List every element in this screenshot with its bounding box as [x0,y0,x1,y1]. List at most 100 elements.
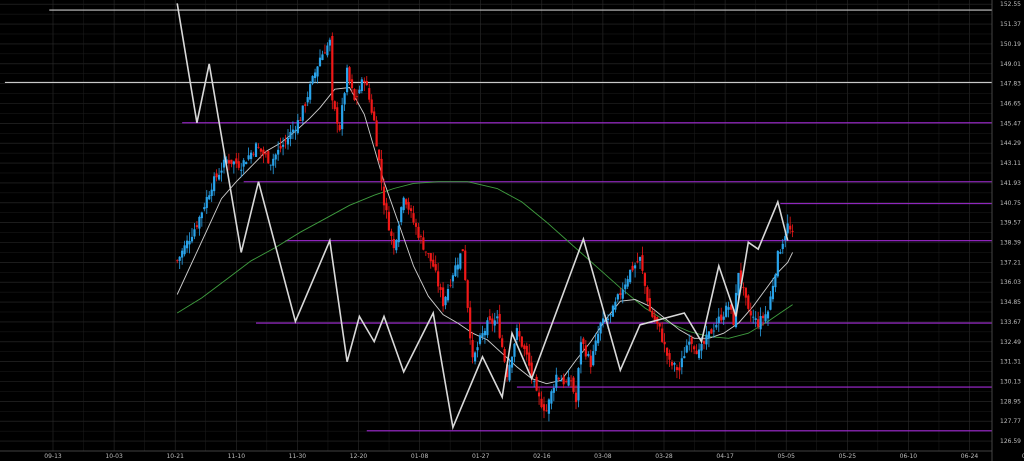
candle-body-down [252,153,255,155]
candle-body-up [764,314,767,322]
candle-body-up [326,45,329,56]
candle-body-up [188,240,191,245]
candle-body-up [769,296,772,310]
candle-body-down [279,145,282,149]
slow-moving-average-line [176,181,793,339]
candle-body-up [771,285,775,300]
candle-body-up [784,236,787,241]
candle-body-down [501,338,504,347]
candle-body-down [449,284,452,286]
candle-body-up [555,374,558,388]
y-tick-label: 130.13 [1000,378,1021,385]
candle-body-up [579,342,583,365]
candle-body-down [619,293,622,295]
candle-body-up [621,289,624,299]
candle-body-down [387,211,391,231]
candle-body-down [498,313,501,338]
candle-body-up [685,345,688,353]
candle-body-down [523,345,526,350]
candle-body-up [185,240,189,249]
candle-body-up [294,130,297,131]
candle-body-up [606,318,610,321]
candle-body-up [599,322,602,334]
zigzag-layer [176,3,789,431]
candle-body-down [230,159,233,164]
candle-body-up [296,120,299,134]
x-tick-label: 05-25 [839,453,857,460]
candle-body-down [545,410,548,412]
candle-body-down [471,340,474,358]
candle-body-up [781,243,784,250]
candle-body-down [373,111,376,121]
candle-body-down [235,158,238,164]
x-tick-label: 04-17 [716,453,734,460]
candle-body-up [459,253,462,269]
candle-body-up [242,160,245,167]
candle-body-down [503,349,506,362]
candle-body-down [658,322,661,327]
candle-body-up [560,380,563,382]
candle-body-down [695,350,698,355]
candle-body-down [565,381,568,383]
candle-body-down [646,287,649,302]
candle-body-up [717,316,720,324]
x-tick-label: 01-08 [411,453,429,460]
candle-body-down [661,328,664,342]
grid-layer [0,0,992,451]
candle-body-up [712,330,715,332]
candle-body-up [638,257,642,261]
candle-body-up [473,352,477,362]
candle-body-up [178,256,181,261]
candle-body-up [181,250,184,258]
candle-body-down [678,367,681,371]
candle-body-down [589,355,592,368]
candle-body-up [313,72,317,79]
candle-body-down [215,173,218,178]
candle-body-up [513,343,516,357]
candle-body-up [286,138,290,145]
candle-body-down [651,310,654,317]
candle-body-down [176,260,179,262]
candle-body-down [574,392,578,403]
candle-body-down [336,107,339,124]
candle-body-down [355,96,359,98]
y-tick-label: 146.65 [1000,100,1021,107]
candle-body-up [533,380,536,382]
candle-body-down [742,287,745,288]
candle-body-down [744,287,747,298]
candle-body-down [377,149,381,161]
candle-body-up [629,269,632,283]
candle-body-down [518,331,521,337]
candle-body-up [358,89,361,94]
candle-body-up [222,159,226,168]
candle-body-down [353,89,356,100]
candle-body-down [720,314,723,321]
candle-body-down [702,341,706,344]
candle-body-down [747,295,750,309]
candle-body-down [675,367,679,371]
candle-body-up [397,225,400,243]
candle-body-up [683,356,686,359]
candle-body-down [542,404,546,411]
candle-body-down [525,345,528,355]
candle-body-up [601,318,605,324]
candle-body-up [496,316,499,319]
candle-body-down [569,380,573,382]
y-tick-label: 149.01 [1000,61,1021,68]
candle-body-up [274,154,277,160]
candle-body-up [715,325,718,328]
candle-body-up [476,347,479,351]
candle-body-up [754,318,757,321]
candle-body-down [631,265,634,271]
candle-body-down [267,151,270,164]
x-tick-label: 09-13 [44,453,62,460]
candle-body-down [427,253,430,255]
candle-body-up [341,105,344,130]
candle-body-down [348,67,351,82]
candle-body-up [281,144,285,147]
candle-body-down [363,80,366,82]
candle-body-down [390,231,393,236]
